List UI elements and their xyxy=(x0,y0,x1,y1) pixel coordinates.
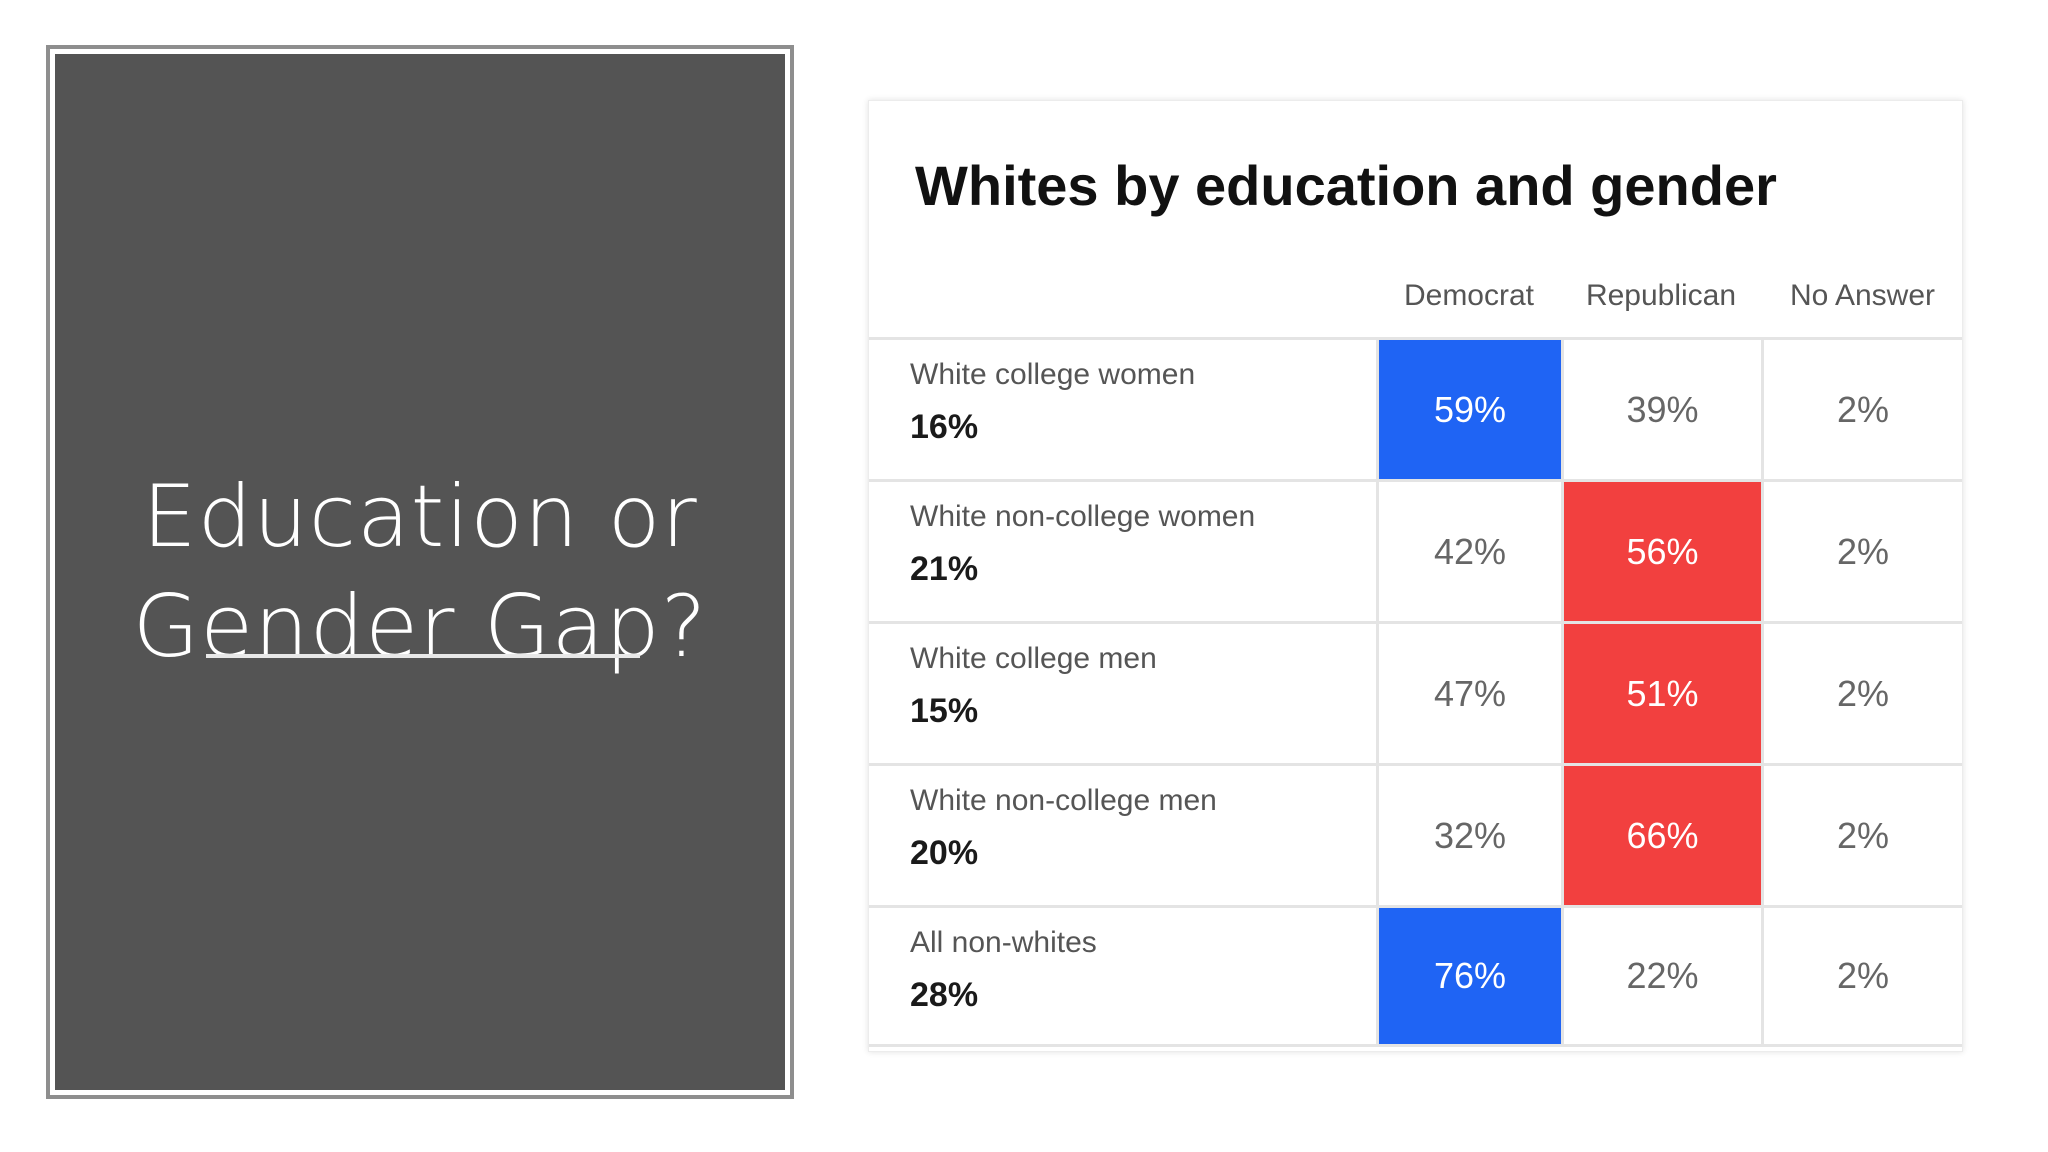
cell-democrat: 32% xyxy=(1376,766,1561,905)
cell-republican: 39% xyxy=(1561,340,1761,479)
row-label: White non-college women xyxy=(910,500,1256,533)
slide-title: Education or Gender Gap? xyxy=(55,462,785,682)
table-row: White non-college men 20% 32% 66% 2% xyxy=(869,763,1962,905)
slide-title-line-2: Gender Gap? xyxy=(132,577,708,677)
row-share: 15% xyxy=(910,692,979,730)
table-row: White college women 16% 59% 39% 2% xyxy=(869,337,1962,479)
cell-democrat: 76% xyxy=(1376,908,1561,1044)
cell-no-answer: 2% xyxy=(1761,908,1962,1044)
row-share: 28% xyxy=(910,976,979,1014)
row-share: 16% xyxy=(910,408,979,446)
cell-no-answer: 2% xyxy=(1761,340,1962,479)
table-row: All non-whites 28% 76% 22% 2% xyxy=(869,905,1962,1047)
row-share: 21% xyxy=(910,550,979,588)
cell-republican: 66% xyxy=(1561,766,1761,905)
cell-democrat: 59% xyxy=(1376,340,1561,479)
title-divider xyxy=(206,654,640,658)
column-header-no-answer: No Answer xyxy=(1789,279,1936,312)
row-label: All non-whites xyxy=(910,926,1097,959)
cell-republican: 22% xyxy=(1561,908,1761,1044)
cell-no-answer: 2% xyxy=(1761,766,1962,905)
title-frame: Education or Gender Gap? xyxy=(46,45,794,1099)
table-row: White college men 15% 47% 51% 2% xyxy=(869,621,1962,763)
title-panel: Education or Gender Gap? xyxy=(55,54,785,1090)
cell-republican: 51% xyxy=(1561,624,1761,763)
cell-no-answer: 2% xyxy=(1761,482,1962,621)
cell-democrat: 42% xyxy=(1376,482,1561,621)
row-share: 20% xyxy=(910,834,979,872)
results-table-card: Whites by education and gender Democrat … xyxy=(868,100,1963,1052)
slide-title-line-1: Education or xyxy=(142,467,698,567)
row-label: White college women xyxy=(910,358,1196,391)
row-label: White college men xyxy=(910,642,1157,675)
column-header-republican: Republican xyxy=(1585,279,1737,312)
column-header-democrat: Democrat xyxy=(1403,279,1535,312)
cell-republican: 56% xyxy=(1561,482,1761,621)
row-label: White non-college men xyxy=(910,784,1217,817)
table-row: White non-college women 21% 42% 56% 2% xyxy=(869,479,1962,621)
table-title: Whites by education and gender xyxy=(915,154,1777,217)
table-body: White college women 16% 59% 39% 2% White… xyxy=(869,337,1962,1047)
cell-no-answer: 2% xyxy=(1761,624,1962,763)
cell-democrat: 47% xyxy=(1376,624,1561,763)
